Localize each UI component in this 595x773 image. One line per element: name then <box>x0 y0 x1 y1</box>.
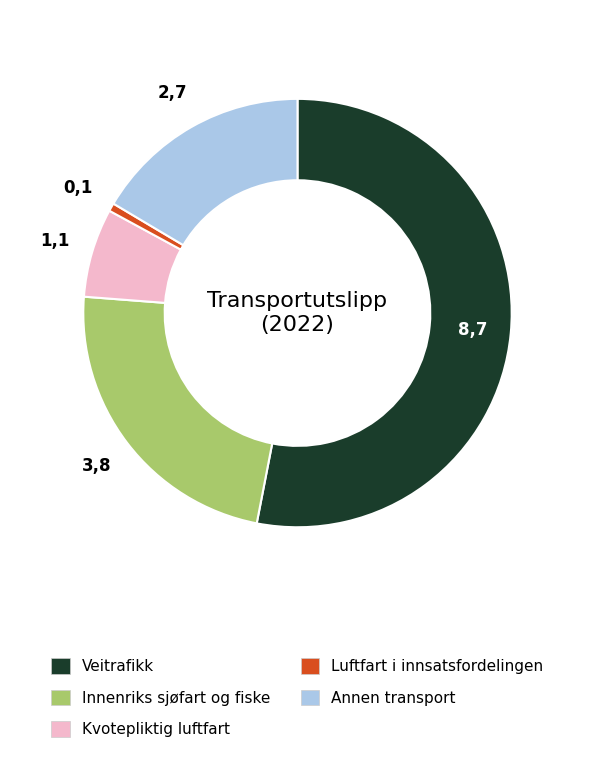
Wedge shape <box>83 297 273 523</box>
Wedge shape <box>109 203 183 250</box>
Wedge shape <box>114 99 298 245</box>
Text: 0,1: 0,1 <box>63 179 92 197</box>
Wedge shape <box>256 99 512 527</box>
Legend: Veitrafikk, Innenriks sjøfart og fiske, Kvotepliktig luftfart, Luftfart i innsat: Veitrafikk, Innenriks sjøfart og fiske, … <box>44 651 551 744</box>
Text: 3,8: 3,8 <box>82 458 111 475</box>
Text: 2,7: 2,7 <box>158 84 187 102</box>
Text: 8,7: 8,7 <box>458 321 487 339</box>
Text: 1,1: 1,1 <box>40 233 70 250</box>
Wedge shape <box>84 211 181 303</box>
Text: Transportutslipp
(2022): Transportutslipp (2022) <box>208 291 387 335</box>
